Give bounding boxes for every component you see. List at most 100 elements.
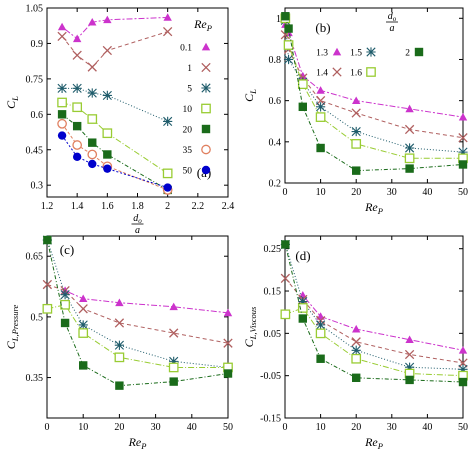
legend-marker [201,144,211,155]
chart-panel-3: 0 10 20 30 40 50 0.35 0.5 0.65 ReP CL,Pressure (c) [4,235,233,450]
legend-marker [332,67,342,77]
data-point [352,373,361,382]
data-point [351,353,362,364]
series-line [47,284,229,344]
data-point [458,364,468,374]
y-tick-label: -0.05 [260,371,281,382]
series-5 [57,83,173,127]
y-axis-title: CL [242,89,258,102]
data-point [297,79,308,90]
fraction-numerator: do [388,11,397,23]
legend-marker [201,42,211,51]
data-point [103,164,112,173]
x-tick-label: 30 [387,422,397,433]
y-tick-label: 0.9 [31,39,44,50]
data-point [42,279,53,290]
data-point [315,112,326,122]
data-point [163,26,173,37]
x-axis-title: ReP [128,435,147,450]
data-point [315,320,326,330]
data-point [298,71,307,80]
legend: doa 1.3 1.4 1.5 1.6 2 [316,11,424,79]
series-line [61,102,168,174]
data-point [60,290,70,300]
data-point [283,54,294,65]
series-20 [57,110,172,195]
x-tick-label: 0 [283,187,288,198]
series-2 [43,235,233,390]
y-tick-label: 0.2 [269,179,282,190]
x-tick-label: 50 [223,422,233,433]
x-tick-label: 1.8 [131,201,144,212]
legend-label: 50 [183,167,193,177]
data-point [163,116,173,127]
legend-label: 5 [187,85,192,95]
data-point [169,356,179,366]
data-point [72,140,83,150]
data-point [404,349,415,360]
legend-label: 1 [187,64,192,74]
series-line [64,290,229,314]
legend-label: 1.3 [316,49,328,59]
y-tick-label: 0.6 [269,96,282,107]
series-1.6 [280,13,468,164]
x-tick-label: 20 [351,187,361,198]
x-tick-label: 20 [351,422,361,433]
y-tick-label: 0.15 [264,287,282,298]
legend-marker [201,165,211,175]
data-point [72,121,82,131]
chart-panel-1: 1.2 1.4 1.6 1.8 2 2.2 2.4 0.3 0.45 0.6 0.75 0.9 1.05… [4,4,234,237]
data-point [316,312,325,320]
legend-title: doa [386,11,398,34]
y-axis-title: CL [4,96,20,109]
data-point [283,40,294,50]
series-1.3 [298,291,468,354]
data-point [298,296,308,307]
series-2 [281,240,468,387]
data-point [57,83,67,93]
y-tick-label: 0.6 [31,110,44,121]
data-point [404,143,415,153]
series-1 [57,26,173,72]
data-point [316,86,325,94]
chart-panel-2: 0 10 20 30 40 50 0.2 0.4 0.6 0.8 1 ReP CL (b) doa 1.3 1.… [242,7,468,216]
series-line [61,135,168,189]
data-point [114,340,125,350]
y-tick-label: 0.05 [264,329,282,340]
legend-label: 1.6 [350,69,362,79]
data-point [458,112,468,121]
data-point [87,88,97,98]
y-axis-title: CL,Viscous [242,306,258,347]
series-line [284,18,463,159]
data-point [79,361,88,370]
y-tick-label: -0.15 [260,414,281,425]
legend-marker [201,83,211,93]
data-point [102,128,113,139]
data-point [169,377,178,386]
data-point [60,318,70,328]
legend-label: 1.5 [350,49,362,59]
legend-marker [366,67,376,77]
data-point [42,303,53,314]
series-line [284,20,464,153]
y-tick-label: 0.8 [269,55,282,66]
data-point [223,308,233,317]
data-point [316,143,325,153]
y-tick-label: 0.65 [26,252,44,263]
data-point [72,152,82,162]
chart-panel-4: 0 10 20 30 40 50 -0.15 -0.05 0.05 0.15 0.25 ReP CL,V… [242,235,468,450]
data-point [88,138,97,147]
legend-marker [201,62,211,73]
data-point [223,338,233,348]
x-tick-label: 1.4 [71,201,84,212]
series-line [284,34,464,139]
data-point [163,183,172,192]
data-point [404,153,415,164]
x-tick-label: 0 [283,422,288,433]
data-point [351,108,361,118]
data-point [43,235,52,245]
data-point [281,240,290,249]
series-line [47,304,228,368]
data-point [168,362,179,373]
data-point [102,45,112,56]
